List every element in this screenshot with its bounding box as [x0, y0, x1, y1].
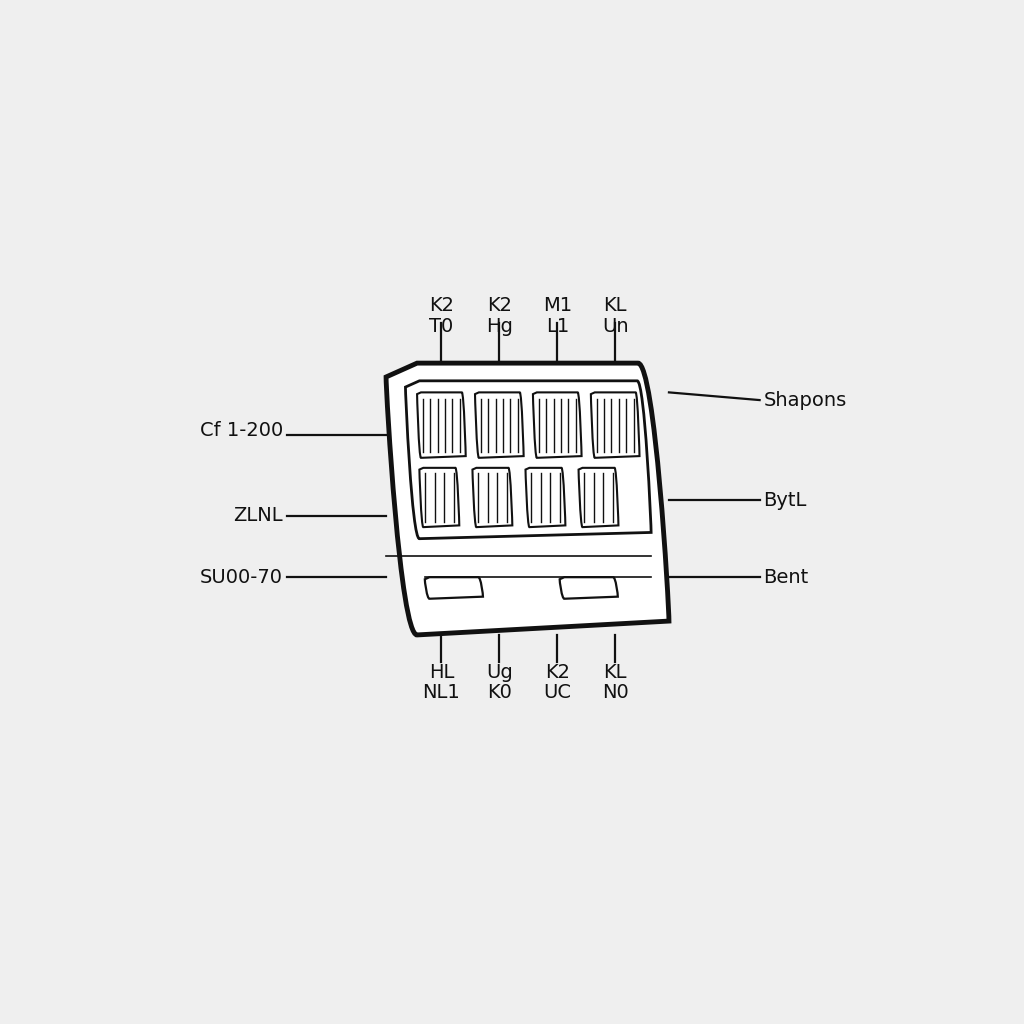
Text: T0: T0: [429, 317, 454, 336]
Text: UC: UC: [544, 683, 571, 702]
Text: Ug: Ug: [486, 664, 513, 682]
PathPatch shape: [472, 468, 512, 527]
PathPatch shape: [560, 578, 617, 599]
Text: HL: HL: [429, 664, 454, 682]
Text: K0: K0: [486, 683, 512, 702]
Text: Hg: Hg: [485, 317, 513, 336]
Text: Un: Un: [602, 317, 629, 336]
Text: NL1: NL1: [423, 683, 460, 702]
Text: M1: M1: [543, 296, 571, 315]
Text: N0: N0: [602, 683, 629, 702]
PathPatch shape: [591, 392, 640, 458]
Text: ZLNL: ZLNL: [233, 506, 283, 525]
PathPatch shape: [475, 392, 523, 458]
PathPatch shape: [532, 392, 582, 458]
PathPatch shape: [406, 381, 651, 539]
Text: KL: KL: [603, 296, 627, 315]
Text: SU00-70: SU00-70: [200, 567, 283, 587]
Text: Shapons: Shapons: [764, 390, 847, 410]
PathPatch shape: [417, 392, 466, 458]
Text: BytL: BytL: [764, 490, 807, 510]
PathPatch shape: [579, 468, 618, 527]
Text: K2: K2: [429, 296, 454, 315]
Text: K2: K2: [486, 296, 512, 315]
Text: K2: K2: [545, 664, 569, 682]
PathPatch shape: [386, 364, 669, 635]
Text: Bent: Bent: [764, 567, 809, 587]
PathPatch shape: [420, 468, 460, 527]
PathPatch shape: [425, 578, 483, 599]
PathPatch shape: [525, 468, 565, 527]
Text: KL: KL: [603, 664, 627, 682]
Text: L1: L1: [546, 317, 569, 336]
Text: Cf 1-200: Cf 1-200: [200, 422, 283, 440]
